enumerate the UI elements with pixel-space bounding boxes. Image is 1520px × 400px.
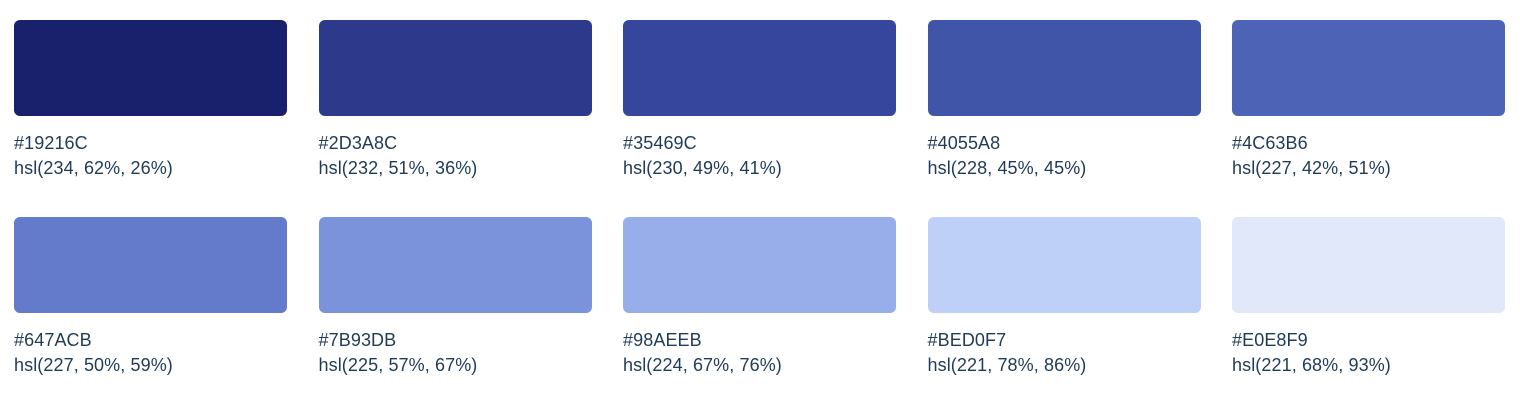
swatch-card-9: #BED0F7 hsl(221, 78%, 86%) (927, 217, 1201, 400)
color-swatch (14, 217, 287, 313)
hsl-value-label: hsl(221, 78%, 86%) (927, 355, 1087, 375)
swatch-card-7: #7B93DB hsl(225, 57%, 67%) (318, 217, 592, 400)
hex-code-label: #4C63B6 (1232, 133, 1308, 153)
hex-code-label: #35469C (623, 133, 697, 153)
color-swatch (927, 217, 1201, 313)
hsl-value-label: hsl(225, 57%, 67%) (318, 355, 478, 375)
color-swatch (623, 217, 896, 313)
hex-code-label: #2D3A8C (318, 133, 398, 153)
swatch-card-10: #E0E8F9 hsl(221, 68%, 93%) (1232, 217, 1505, 400)
hex-code-label: #7B93DB (318, 330, 397, 350)
hsl-value-label: hsl(227, 42%, 51%) (1232, 158, 1391, 178)
swatch-card-8: #98AEEB hsl(224, 67%, 76%) (623, 217, 896, 400)
color-swatch (1232, 20, 1505, 116)
hex-code-label: #E0E8F9 (1232, 330, 1308, 350)
hex-code-label: #BED0F7 (927, 330, 1007, 350)
color-swatch (318, 217, 592, 313)
swatch-card-6: #647ACB hsl(227, 50%, 59%) (14, 217, 287, 400)
hsl-value-label: hsl(221, 68%, 93%) (1232, 355, 1391, 375)
color-swatch (1232, 217, 1505, 313)
swatch-card-3: #35469C hsl(230, 49%, 41%) (623, 20, 896, 217)
hsl-value-label: hsl(227, 50%, 59%) (14, 355, 173, 375)
color-swatch (14, 20, 287, 116)
hex-code-label: #98AEEB (623, 330, 702, 350)
color-swatch (623, 20, 896, 116)
hsl-value-label: hsl(230, 49%, 41%) (623, 158, 782, 178)
hsl-value-label: hsl(234, 62%, 26%) (14, 158, 173, 178)
hex-code-label: #19216C (14, 133, 88, 153)
hsl-value-label: hsl(232, 51%, 36%) (318, 158, 478, 178)
swatch-card-5: #4C63B6 hsl(227, 42%, 51%) (1232, 20, 1505, 217)
swatch-card-4: #4055A8 hsl(228, 45%, 45%) (927, 20, 1201, 217)
hsl-value-label: hsl(224, 67%, 76%) (623, 355, 782, 375)
hex-code-label: #4055A8 (927, 133, 1001, 153)
hex-code-label: #647ACB (14, 330, 92, 350)
color-swatch (318, 20, 592, 116)
color-swatch (927, 20, 1201, 116)
swatch-card-1: #19216C hsl(234, 62%, 26%) (14, 20, 287, 217)
hsl-value-label: hsl(228, 45%, 45%) (927, 158, 1087, 178)
swatch-card-2: #2D3A8C hsl(232, 51%, 36%) (318, 20, 592, 217)
